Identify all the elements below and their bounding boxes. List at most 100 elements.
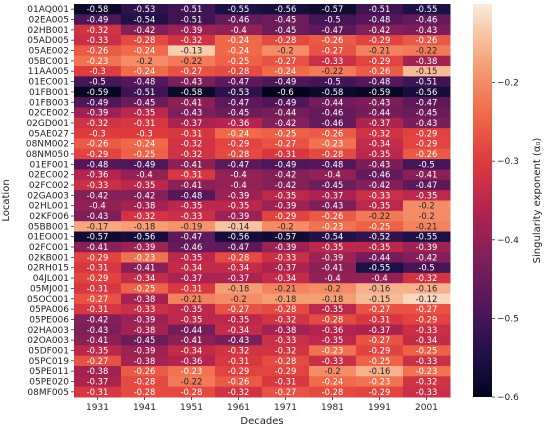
heatmap-cell-label: -0.43 — [181, 108, 203, 118]
heatmap-cell-label: -0.34 — [228, 325, 250, 335]
heatmap-cell-label: -0.43 — [228, 335, 250, 345]
heatmap-cell — [215, 386, 263, 398]
heatmap-cell — [262, 148, 310, 160]
row-tick-label: 01EF001 — [30, 160, 70, 170]
heatmap-cell — [356, 210, 404, 222]
heatmap-cell-label: -0.28 — [275, 35, 297, 45]
heatmap-cell — [168, 231, 216, 243]
heatmap-cell-label: -0.32 — [416, 273, 438, 283]
heatmap-cell-label: -0.42 — [369, 180, 391, 190]
heatmap-cell — [356, 252, 404, 264]
heatmap-cell — [262, 35, 310, 46]
row-tick-label: 05BC001 — [28, 57, 69, 67]
heatmap-cell — [74, 35, 122, 46]
row-tick-labels: 01AQ00102EA00502HB00105AD00505AE00205BC0… — [26, 5, 74, 398]
heatmap-cell-label: -0.2 — [324, 283, 340, 293]
heatmap-cell — [262, 169, 310, 181]
heatmap-cell — [262, 241, 310, 253]
heatmap-cell — [309, 355, 357, 367]
heatmap-cell-label: -0.32 — [181, 35, 203, 45]
heatmap-cell — [262, 200, 310, 212]
heatmap-cell — [356, 169, 404, 181]
heatmap-cell — [403, 345, 451, 357]
heatmap-cell-label: -0.33 — [322, 356, 344, 366]
heatmap-cell — [215, 283, 263, 295]
row-tick-label: 05AD005 — [27, 36, 69, 46]
heatmap-cell-label: -0.32 — [87, 118, 109, 128]
heatmap-cell-label: -0.56 — [134, 232, 156, 242]
heatmap-cell-label: -0.28 — [228, 252, 250, 262]
heatmap-cell-label: -0.42 — [416, 252, 438, 262]
heatmap-cell-label: -0.37 — [87, 376, 109, 386]
colorbar-tick-label: −0.3 — [497, 157, 519, 167]
heatmap-cell-label: -0.26 — [134, 366, 156, 376]
heatmap-cell — [403, 252, 451, 264]
heatmap-cell-label: -0.51 — [416, 77, 438, 87]
heatmap-cell — [74, 169, 122, 181]
heatmap-cell — [121, 355, 169, 367]
heatmap-cell — [215, 66, 263, 77]
heatmap-cell-label: -0.55 — [228, 4, 250, 14]
heatmap-cell-label: -0.28 — [322, 387, 344, 397]
heatmap-cell — [309, 107, 357, 119]
row-tick-label: 02EC002 — [28, 171, 69, 181]
row-tick-label: 08NM050 — [26, 150, 69, 160]
heatmap-cell-label: -0.24 — [322, 376, 344, 386]
heatmap-cell-label: -0.26 — [322, 211, 344, 221]
heatmap-cell — [121, 97, 169, 108]
heatmap-cell-label: -0.31 — [87, 283, 109, 293]
heatmap-cell — [74, 324, 122, 336]
heatmap-cell — [262, 262, 310, 274]
heatmap-cell — [403, 283, 451, 295]
heatmap-cell — [403, 45, 451, 57]
heatmap-cell — [262, 334, 310, 346]
heatmap-cell-label: -0.26 — [87, 46, 109, 56]
row-tick-label: 02EA005 — [29, 16, 69, 26]
heatmap-cell — [215, 365, 263, 377]
heatmap-cell — [356, 386, 404, 398]
heatmap-cell-label: -0.12 — [416, 294, 438, 304]
heatmap-cell — [403, 179, 451, 191]
heatmap-cell — [215, 272, 263, 284]
heatmap-cell — [168, 355, 216, 367]
heatmap-cell — [309, 159, 357, 170]
heatmap-cell-label: -0.16 — [416, 283, 438, 293]
heatmap-cell — [215, 107, 263, 119]
heatmap-cell — [74, 365, 122, 377]
heatmap-cell-label: -0.31 — [134, 118, 156, 128]
heatmap-cell — [309, 293, 357, 305]
heatmap-cell-label: -0.34 — [228, 263, 250, 273]
heatmap-cell-label: -0.47 — [416, 97, 438, 107]
heatmap-cell-label: -0.23 — [322, 221, 344, 231]
heatmap-cell — [262, 355, 310, 367]
heatmap-cell — [309, 262, 357, 274]
heatmap-cell-label: -0.47 — [228, 159, 250, 169]
heatmap-cell — [74, 190, 122, 201]
heatmap-cell-label: -0.25 — [369, 221, 391, 231]
heatmap-cell — [215, 262, 263, 274]
heatmap-cell — [215, 179, 263, 191]
row-tick-label: 02HL001 — [29, 202, 69, 212]
heatmap-cell-label: -0.31 — [87, 304, 109, 314]
heatmap-cell — [309, 221, 357, 233]
heatmap-cell — [403, 128, 451, 139]
heatmap-cell-label: -0.48 — [87, 159, 109, 169]
heatmap-cell-label: -0.35 — [228, 314, 250, 324]
heatmap-cell-label: -0.33 — [416, 356, 438, 366]
heatmap-cell-label: -0.24 — [228, 35, 250, 45]
row-tick-label: 05PE011 — [29, 367, 69, 377]
heatmap-cell-label: -0.29 — [416, 139, 438, 149]
heatmap-cell-label: -0.31 — [181, 128, 203, 138]
heatmap-cell-label: -0.29 — [87, 149, 109, 159]
heatmap-cell-label: -0.51 — [181, 4, 203, 14]
heatmap-cell — [403, 107, 451, 119]
heatmap-cell-label: -0.4 — [324, 170, 340, 180]
heatmap-cell-label: -0.25 — [134, 149, 156, 159]
heatmap-cell-label: -0.34 — [416, 335, 438, 345]
heatmap-cell — [121, 14, 169, 26]
heatmap-cell-label: -0.39 — [228, 190, 250, 200]
heatmap-cell — [121, 169, 169, 181]
heatmap-cell-label: -0.37 — [181, 118, 203, 128]
row-tick-label: 02GD001 — [26, 119, 69, 129]
heatmap-cell-label: -0.2 — [230, 294, 246, 304]
